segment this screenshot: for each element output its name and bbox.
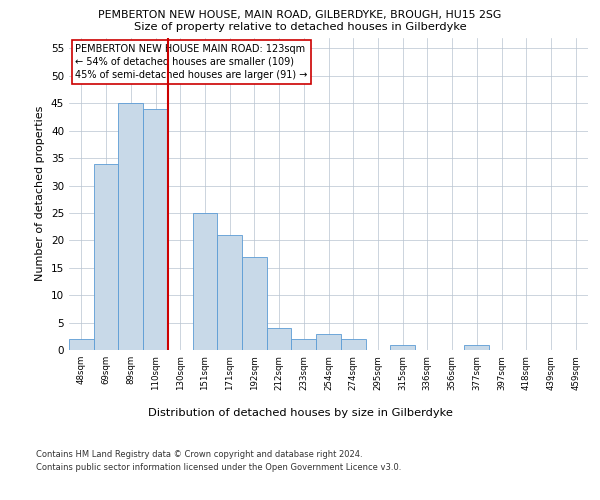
Bar [69,339,94,350]
Text: Contains HM Land Registry data © Crown copyright and database right 2024.: Contains HM Land Registry data © Crown c… [36,450,362,459]
Bar [118,104,143,350]
Bar [267,328,292,350]
Bar [390,344,415,350]
Bar [143,109,168,350]
Text: PEMBERTON NEW HOUSE, MAIN ROAD, GILBERDYKE, BROUGH, HU15 2SG: PEMBERTON NEW HOUSE, MAIN ROAD, GILBERDY… [98,10,502,20]
Text: PEMBERTON NEW HOUSE MAIN ROAD: 123sqm
← 54% of detached houses are smaller (109): PEMBERTON NEW HOUSE MAIN ROAD: 123sqm ← … [75,44,308,80]
Text: Distribution of detached houses by size in Gilberdyke: Distribution of detached houses by size … [148,408,452,418]
Bar [217,235,242,350]
Bar [193,213,217,350]
Text: Size of property relative to detached houses in Gilberdyke: Size of property relative to detached ho… [134,22,466,32]
Bar [292,339,316,350]
Bar [94,164,118,350]
Bar [242,257,267,350]
Bar [464,344,489,350]
Text: Contains public sector information licensed under the Open Government Licence v3: Contains public sector information licen… [36,462,401,471]
Bar [316,334,341,350]
Y-axis label: Number of detached properties: Number of detached properties [35,106,46,282]
Bar [341,339,365,350]
